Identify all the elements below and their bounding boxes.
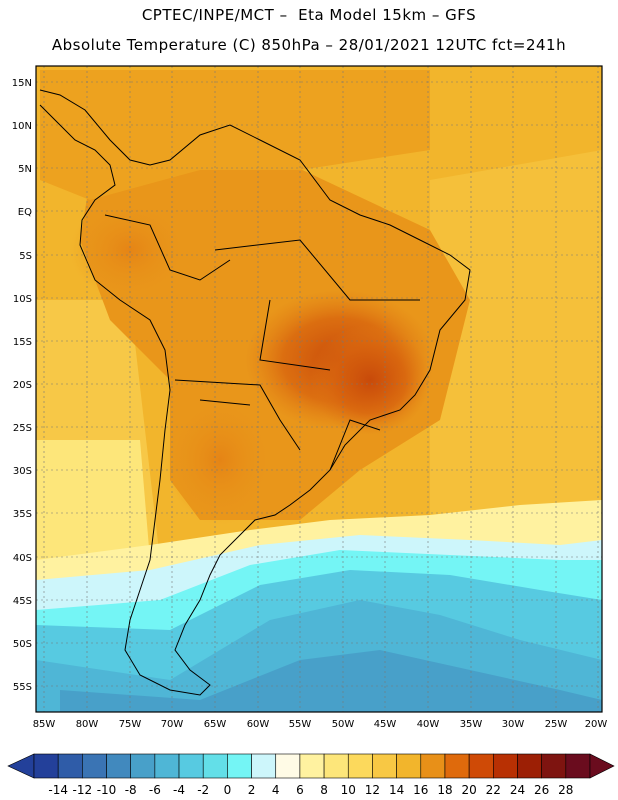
colorbar-tick-label: 2 [248,783,256,797]
lat-label: 30S [13,466,32,477]
latitude-labels: 15N 10N 5N EQ 5S 10S 15S 20S 25S 30S 35S… [12,78,32,693]
colorbar-swatch [541,753,567,779]
lat-label: 10N [12,121,32,132]
lat-label: 40S [13,553,32,564]
lat-label: 5S [19,251,32,262]
colorbar-tick-label: 4 [272,783,280,797]
colorbar-labels: -14 -12 -10 -8 -6 -4 -2 0 2 4 6 8 10 12 14 16 18 20 22 24 26… [48,783,573,797]
colorbar-tick-label: 18 [437,783,452,797]
colorbar-tick-label: 6 [296,783,304,797]
colorbar-tick-label: -10 [97,783,117,797]
lon-label: 35W [460,719,483,730]
lat-label: 15S [13,337,32,348]
colorbar-tick-label: -2 [197,783,209,797]
colorbar-swatch [106,753,131,779]
coastlines [39,89,471,696]
colorbar-swatch [517,753,542,779]
map-title-line1: CPTEC/INPE/MCT – Eta Model 15km – GFS [141,6,477,24]
lon-label: 50W [332,719,355,730]
lat-label: 45S [13,596,32,607]
colorbar-tick-label: 12 [365,783,380,797]
colorbar-swatch [202,753,228,779]
colorbar-swatch [299,753,325,779]
lon-label: 45W [374,719,397,730]
colorbar-tick-label: 20 [461,783,476,797]
colorbar-tick-label: -6 [149,783,161,797]
colorbar-swatch [493,753,518,779]
lat-label: EQ [18,207,32,218]
colorbar-tick-label: 8 [320,783,328,797]
colorbar-tick-label: -14 [48,783,68,797]
lon-label: 55W [289,719,312,730]
colorbar-swatch [33,753,59,779]
colorbar-swatch [130,753,156,779]
lat-label: 35S [13,509,32,520]
lat-label: 50S [13,639,32,650]
colorbar-tick-label: -4 [173,783,185,797]
lon-label: 60W [247,719,270,730]
colorbar-swatch [251,753,277,779]
lat-label: 10S [13,294,32,305]
lat-label: 25S [13,423,32,434]
colorbar-tick-label: -8 [125,783,137,797]
colorbar-swatch [178,753,204,779]
colorbar-tick-label: 26 [534,783,549,797]
lat-label: 15N [12,78,32,89]
colorbar-tick-label: -12 [73,783,93,797]
lat-label: 55S [13,682,32,693]
colorbar-swatch [154,753,180,779]
lat-label: 20S [13,380,32,391]
colorbar-arrow-left [7,753,35,779]
temperature-field [36,66,602,712]
colorbar-tick-label: 24 [510,783,525,797]
lon-label: 20W [585,719,608,730]
colorbar-tick-label: 10 [341,783,356,797]
colorbar-swatch [372,753,397,779]
colorbar-swatch [227,753,252,779]
colorbar-tick-label: 16 [413,783,428,797]
lon-label: 75W [119,719,142,730]
colorbar-swatch [565,753,591,779]
colorbar-tick-label: 0 [224,783,232,797]
lon-label: 65W [204,719,227,730]
colorbar-tick-label: 28 [558,783,573,797]
map-title-line2: Absolute Temperature (C) 850hPa – 28/01/… [51,36,567,54]
lon-label: 80W [76,719,99,730]
colorbar-swatch [275,753,301,779]
colorbar [7,753,615,779]
lon-label: 85W [33,719,56,730]
colorbar-swatch [57,753,83,779]
colorbar-swatch [82,753,107,779]
colorbar-arrow-right [589,753,615,779]
colorbar-tick-label: 14 [389,783,404,797]
colorbar-swatch [444,753,470,779]
colorbar-swatch [420,753,446,779]
colorbar-swatch [347,753,373,779]
longitude-labels: 85W 80W 75W 70W 65W 60W 55W 50W 45W 40W … [33,719,608,730]
lat-label: 5N [18,164,32,175]
lon-label: 25W [545,719,568,730]
plot-frame [35,65,603,713]
lon-label: 70W [161,719,184,730]
lon-label: 40W [417,719,440,730]
colorbar-swatch [323,753,349,779]
colorbar-tick-label: 22 [486,783,501,797]
graticule [36,66,602,712]
lon-label: 30W [502,719,525,730]
colorbar-swatch [468,753,494,779]
colorbar-swatch [396,753,422,779]
